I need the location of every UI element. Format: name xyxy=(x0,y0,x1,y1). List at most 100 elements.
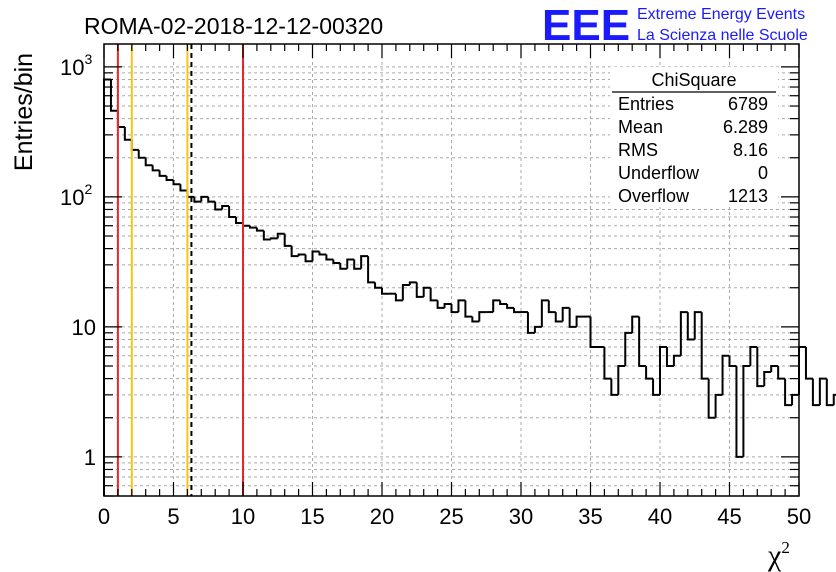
x-tick-label-6: 30 xyxy=(509,504,533,529)
histogram-bin-81 xyxy=(665,347,674,368)
stats-label-3: Underflow xyxy=(618,163,700,183)
histogram-bin-95 xyxy=(763,370,772,387)
run-title: ROMA-02-2018-12-12-00320 xyxy=(84,13,383,39)
stats-box-background xyxy=(610,67,778,207)
histogram-bin-53 xyxy=(471,316,480,323)
histogram-bin-47 xyxy=(429,287,438,302)
x-tick-label-10: 50 xyxy=(787,504,811,529)
stats-box: ChiSquare Entries 6789 Mean 6.289 RMS 8.16 Und… xyxy=(610,67,778,207)
histogram-bin-77 xyxy=(638,316,647,368)
histogram-bin-64 xyxy=(547,300,556,314)
histogram-bin-26 xyxy=(283,233,292,247)
histogram-bin-32 xyxy=(325,254,334,261)
y-tick-label-exponent-2: 2 xyxy=(84,181,92,197)
histogram-bin-65 xyxy=(554,312,563,323)
histogram-bin-37 xyxy=(360,255,369,269)
histogram-bin-72 xyxy=(603,347,612,380)
stats-value-4: 1213 xyxy=(728,186,768,206)
histogram-bin-80 xyxy=(659,346,667,395)
stats-box-title: ChiSquare xyxy=(651,70,736,90)
histogram-bin-62 xyxy=(533,325,542,333)
histogram-bin-92 xyxy=(742,365,751,457)
histogram-bin-98 xyxy=(784,378,793,407)
x-tick-labels: 0 5 10 15 20 25 30 35 40 45 50 xyxy=(98,504,811,529)
logo-line-1: Extreme Energy Events xyxy=(637,6,805,23)
histogram-bin-8 xyxy=(158,170,167,177)
y-tick-label-1: 10 xyxy=(72,315,96,340)
eee-logo: EEE xyxy=(542,1,630,50)
histogram-bin-54 xyxy=(478,311,487,322)
histogram-bin-82 xyxy=(672,354,681,367)
histogram-bin-57 xyxy=(499,300,508,305)
histogram-bin-29 xyxy=(304,254,313,263)
histogram-bin-39 xyxy=(374,282,382,289)
axes xyxy=(103,43,800,497)
x-tick-label-1: 5 xyxy=(167,504,179,529)
x-tick-label-3: 15 xyxy=(300,504,324,529)
histogram-bin-51 xyxy=(457,299,466,313)
x-tick-label-5: 25 xyxy=(439,504,463,529)
histogram-bin-58 xyxy=(506,303,515,309)
histogram-bin-67 xyxy=(568,307,577,328)
histogram-bin-48 xyxy=(436,300,445,309)
histogram-bin-6 xyxy=(144,157,153,167)
histogram-bin-23 xyxy=(262,230,271,241)
x-tick-label-2: 10 xyxy=(231,504,255,529)
histogram-bin-87 xyxy=(707,378,716,419)
histogram-bin-44 xyxy=(408,281,417,285)
histogram-bin-21 xyxy=(248,225,257,229)
y-tick-label-3: 103 xyxy=(60,51,92,80)
histogram-bin-38 xyxy=(367,256,376,284)
histogram-bin-31 xyxy=(318,251,327,256)
histogram-bin-50 xyxy=(450,303,459,314)
histogram-bin-97 xyxy=(777,366,786,380)
histogram-bin-7 xyxy=(151,165,160,172)
histogram-bin-33 xyxy=(332,259,341,265)
histogram-bin-91 xyxy=(735,366,744,458)
grid-lines xyxy=(104,44,799,496)
histogram-bin-3 xyxy=(123,126,132,141)
histogram-bin-59 xyxy=(513,307,521,314)
histogram-bin-19 xyxy=(235,217,243,224)
histogram-bin-86 xyxy=(700,312,709,380)
histogram-bin-94 xyxy=(756,347,765,388)
histogram-bin-101 xyxy=(804,347,813,380)
stats-rows: Entries 6789 Mean 6.289 RMS 8.16 Underflow 0 Ove… xyxy=(618,94,768,206)
histogram-bin-88 xyxy=(714,393,723,418)
histogram-bin-9 xyxy=(165,175,174,181)
histogram-bin-83 xyxy=(679,311,688,356)
histogram-bin-104 xyxy=(825,378,834,407)
y-tick-label-exponent-3: 3 xyxy=(84,51,92,67)
histogram-bin-36 xyxy=(353,259,362,270)
histogram-bin-79 xyxy=(652,378,660,396)
histogram-bin-49 xyxy=(443,302,452,308)
histogram-bin-11 xyxy=(179,184,188,192)
histogram-bin-25 xyxy=(276,232,285,239)
y-tick-label-base-1: 10 xyxy=(72,315,96,340)
x-axis-title-symbol: χ xyxy=(767,539,782,572)
stats-value-2: 8.16 xyxy=(733,140,768,160)
histogram-bin-10 xyxy=(172,179,181,186)
y-tick-label-base-0: 1 xyxy=(84,445,96,470)
histogram-bin-74 xyxy=(617,365,626,395)
logo-line-2: La Scienza nelle Scuole xyxy=(637,27,808,44)
histogram-bin-34 xyxy=(339,263,348,270)
histogram-bin-40 xyxy=(381,287,389,295)
y-tick-label-2: 102 xyxy=(60,181,92,210)
histogram-bin-43 xyxy=(401,283,410,301)
histogram-bin-103 xyxy=(818,377,827,406)
histogram-bin-5 xyxy=(137,149,146,159)
histogram-bin-75 xyxy=(624,331,633,367)
histogram-bin-90 xyxy=(728,355,737,368)
histogram-bin-14 xyxy=(200,195,209,202)
stats-value-1: 6.289 xyxy=(723,117,768,137)
stats-label-4: Overflow xyxy=(618,186,690,206)
histogram-bin-52 xyxy=(464,300,473,318)
histogram-bin-24 xyxy=(269,237,278,240)
x-tick-label-0: 0 xyxy=(98,504,110,529)
y-tick-label-base-2: 10 xyxy=(60,185,84,210)
x-axis-title-superscript: 2 xyxy=(781,538,790,557)
x-tick-label-7: 35 xyxy=(578,504,602,529)
